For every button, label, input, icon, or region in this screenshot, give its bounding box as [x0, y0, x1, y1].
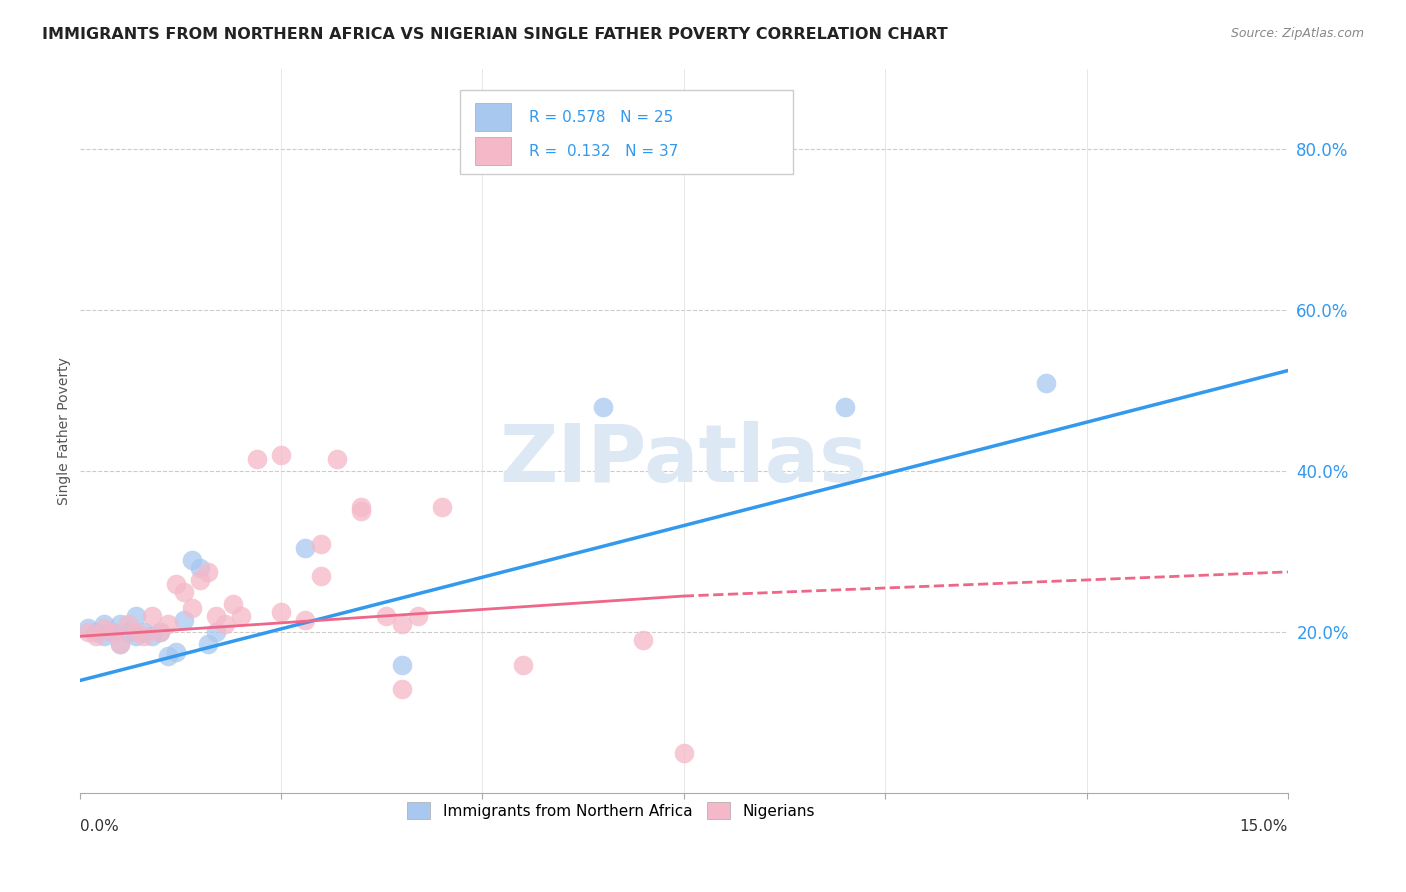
Point	[76, 621, 98, 635]
Point	[157, 649, 180, 664]
Point	[173, 585, 195, 599]
Point	[391, 617, 413, 632]
Point	[108, 637, 131, 651]
Point	[132, 625, 155, 640]
Point	[125, 629, 148, 643]
Point	[391, 657, 413, 672]
FancyBboxPatch shape	[475, 103, 510, 131]
Point	[294, 613, 316, 627]
Point	[165, 577, 187, 591]
Point	[672, 746, 695, 760]
Point	[406, 609, 429, 624]
Point	[190, 561, 212, 575]
Point	[117, 625, 139, 640]
Point	[350, 500, 373, 515]
Point	[246, 452, 269, 467]
Point	[108, 617, 131, 632]
Text: Source: ZipAtlas.com: Source: ZipAtlas.com	[1230, 27, 1364, 40]
Point	[100, 625, 122, 640]
Point	[141, 609, 163, 624]
Point	[181, 601, 204, 615]
Point	[157, 617, 180, 632]
Legend: Immigrants from Northern Africa, Nigerians: Immigrants from Northern Africa, Nigeria…	[401, 796, 821, 826]
Point	[173, 613, 195, 627]
Point	[430, 500, 453, 515]
Point	[270, 448, 292, 462]
Point	[326, 452, 349, 467]
Point	[190, 573, 212, 587]
Point	[512, 657, 534, 672]
Point	[84, 629, 107, 643]
Point	[309, 569, 332, 583]
Point	[76, 625, 98, 640]
Point	[165, 645, 187, 659]
Point	[149, 625, 172, 640]
Text: R = 0.578   N = 25: R = 0.578 N = 25	[529, 110, 673, 125]
Point	[93, 621, 115, 635]
Text: ZIPatlas: ZIPatlas	[499, 421, 868, 499]
Text: 15.0%: 15.0%	[1240, 819, 1288, 834]
Point	[229, 609, 252, 624]
Text: 0.0%: 0.0%	[80, 819, 118, 834]
Point	[391, 681, 413, 696]
Point	[117, 617, 139, 632]
Point	[221, 597, 243, 611]
FancyBboxPatch shape	[475, 137, 510, 165]
Text: IMMIGRANTS FROM NORTHERN AFRICA VS NIGERIAN SINGLE FATHER POVERTY CORRELATION CH: IMMIGRANTS FROM NORTHERN AFRICA VS NIGER…	[42, 27, 948, 42]
Point	[1035, 376, 1057, 390]
Point	[84, 625, 107, 640]
Point	[93, 629, 115, 643]
Point	[100, 625, 122, 640]
Point	[309, 537, 332, 551]
Point	[294, 541, 316, 555]
Point	[181, 553, 204, 567]
Point	[834, 400, 856, 414]
Point	[197, 565, 219, 579]
Y-axis label: Single Father Poverty: Single Father Poverty	[58, 357, 72, 505]
Point	[350, 504, 373, 518]
Point	[633, 633, 655, 648]
Point	[125, 625, 148, 640]
Point	[270, 605, 292, 619]
Point	[93, 617, 115, 632]
Point	[149, 625, 172, 640]
Point	[214, 617, 236, 632]
FancyBboxPatch shape	[460, 90, 793, 174]
Point	[141, 629, 163, 643]
Point	[592, 400, 614, 414]
Point	[125, 609, 148, 624]
Point	[197, 637, 219, 651]
Point	[205, 609, 228, 624]
Point	[108, 637, 131, 651]
Text: R =  0.132   N = 37: R = 0.132 N = 37	[529, 144, 679, 159]
Point	[374, 609, 396, 624]
Point	[205, 625, 228, 640]
Point	[132, 629, 155, 643]
